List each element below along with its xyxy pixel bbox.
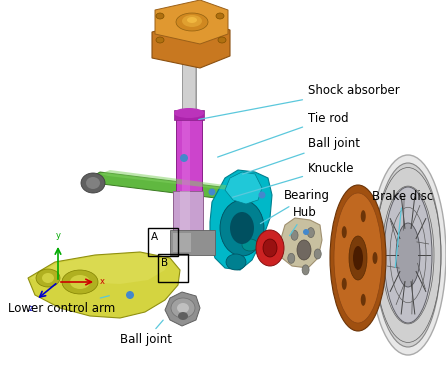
Ellipse shape — [237, 188, 255, 204]
Text: Brake disc: Brake disc — [372, 190, 433, 267]
Ellipse shape — [342, 226, 347, 238]
Bar — [170, 230, 215, 255]
Ellipse shape — [126, 291, 134, 299]
Ellipse shape — [330, 185, 386, 331]
Polygon shape — [210, 170, 272, 270]
Text: y: y — [55, 231, 61, 240]
Ellipse shape — [177, 303, 189, 313]
Ellipse shape — [208, 188, 215, 195]
Text: z: z — [29, 304, 33, 313]
Ellipse shape — [396, 223, 420, 287]
Ellipse shape — [361, 210, 366, 222]
Ellipse shape — [307, 227, 314, 238]
Bar — [158, 254, 188, 282]
Ellipse shape — [314, 249, 321, 259]
Polygon shape — [165, 292, 200, 326]
Ellipse shape — [334, 193, 382, 323]
Ellipse shape — [230, 212, 254, 244]
Ellipse shape — [384, 187, 432, 323]
Text: Tie rod: Tie rod — [218, 112, 349, 157]
Text: Knuckle: Knuckle — [233, 162, 355, 197]
Polygon shape — [90, 172, 248, 202]
Bar — [173, 191, 203, 246]
Ellipse shape — [182, 15, 202, 27]
Ellipse shape — [242, 239, 258, 251]
Text: Ball joint: Ball joint — [120, 320, 172, 347]
Text: Ball joint: Ball joint — [243, 137, 360, 174]
Polygon shape — [30, 253, 168, 285]
Ellipse shape — [220, 200, 264, 256]
Polygon shape — [155, 0, 228, 44]
Ellipse shape — [156, 37, 164, 43]
Polygon shape — [28, 252, 180, 318]
Text: Lower control arm: Lower control arm — [8, 296, 115, 315]
Ellipse shape — [349, 236, 367, 280]
Text: Hub: Hub — [289, 206, 317, 236]
Bar — [182, 113, 190, 191]
Text: A: A — [151, 232, 158, 242]
Ellipse shape — [256, 230, 284, 266]
Ellipse shape — [218, 37, 226, 43]
Ellipse shape — [259, 191, 265, 198]
Text: Shock absorber: Shock absorber — [199, 84, 400, 120]
Ellipse shape — [375, 163, 441, 347]
Ellipse shape — [174, 108, 204, 118]
Polygon shape — [100, 170, 248, 192]
Ellipse shape — [156, 13, 164, 19]
Text: x: x — [100, 277, 105, 287]
Ellipse shape — [291, 230, 298, 240]
Ellipse shape — [187, 17, 197, 23]
Bar — [183, 38, 195, 113]
Ellipse shape — [176, 13, 208, 31]
Polygon shape — [152, 20, 230, 68]
Ellipse shape — [216, 13, 224, 19]
Bar — [174, 110, 204, 120]
Ellipse shape — [353, 246, 363, 270]
Ellipse shape — [288, 253, 295, 263]
Ellipse shape — [297, 240, 311, 260]
Ellipse shape — [178, 312, 188, 320]
Text: B: B — [161, 258, 168, 268]
Ellipse shape — [36, 269, 60, 287]
Ellipse shape — [372, 252, 377, 264]
Bar — [148, 228, 178, 256]
Ellipse shape — [370, 155, 446, 355]
Ellipse shape — [180, 154, 188, 162]
Ellipse shape — [361, 294, 366, 306]
Bar — [180, 191, 190, 246]
Ellipse shape — [302, 265, 309, 275]
Bar — [176, 113, 202, 191]
Ellipse shape — [263, 239, 277, 257]
Ellipse shape — [62, 270, 98, 294]
Ellipse shape — [342, 278, 347, 290]
Ellipse shape — [171, 298, 195, 318]
Text: Bearing: Bearing — [260, 190, 330, 224]
Bar — [173, 233, 191, 252]
Ellipse shape — [226, 254, 246, 270]
Ellipse shape — [70, 275, 90, 289]
Ellipse shape — [42, 273, 54, 283]
Ellipse shape — [81, 173, 105, 193]
Bar — [182, 38, 196, 113]
Polygon shape — [225, 172, 262, 204]
Ellipse shape — [86, 177, 100, 189]
Ellipse shape — [303, 229, 309, 235]
Polygon shape — [280, 218, 322, 268]
